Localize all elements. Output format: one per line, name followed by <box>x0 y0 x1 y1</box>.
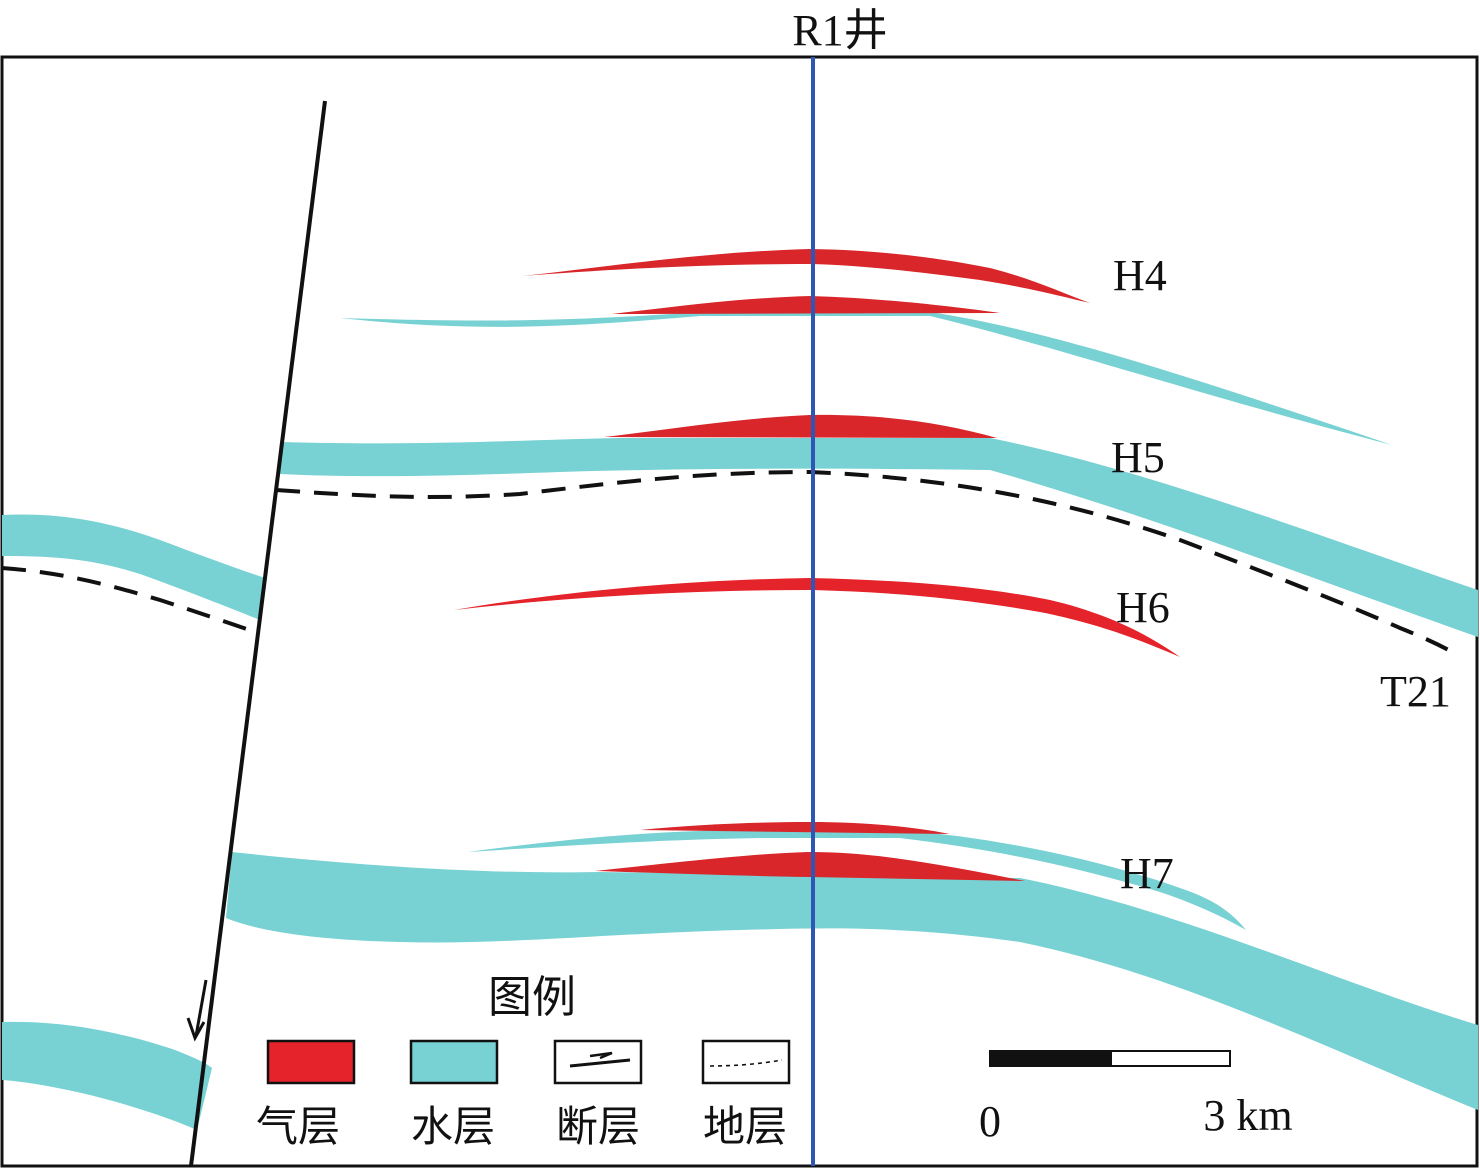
gas-layer-h5 <box>604 414 997 438</box>
gas-layer-h4-upper <box>522 249 1090 303</box>
fault-arrow-icon <box>186 979 208 1042</box>
legend-stratum-symbol-icon <box>709 1059 783 1067</box>
gas-layers <box>454 249 1180 881</box>
water-layer-h7 <box>226 852 1478 1110</box>
scale-bar-black-segment <box>989 1050 1112 1067</box>
legend-label-fault: 断层 <box>556 1102 640 1151</box>
gas-layer-h4-lower <box>612 296 1000 314</box>
stratum-line-left <box>1 566 259 635</box>
scale-bar-white-segment <box>1110 1050 1231 1067</box>
scale-bar-start-label: 0 <box>979 1097 1001 1146</box>
legend-swatch-gas <box>266 1039 356 1085</box>
scale-bar: 0 3 km <box>979 1050 1293 1146</box>
water-layer-left-lower <box>2 1021 212 1130</box>
horizon-label-h5: H5 <box>1111 433 1165 482</box>
legend-title: 图例 <box>488 972 576 1023</box>
gas-layer-h7-lower <box>595 852 1025 881</box>
scale-bar-end-label: 3 km <box>1203 1091 1292 1140</box>
water-layer-h7-upper <box>468 830 1246 930</box>
legend-label-stratum: 地层 <box>703 1102 787 1151</box>
water-layers <box>2 312 1478 1130</box>
water-layer-h4-upper <box>340 312 1392 445</box>
horizon-label-h6: H6 <box>1116 583 1170 632</box>
fault-line <box>189 100 327 1167</box>
gas-layer-h7-upper <box>640 822 950 834</box>
water-layer-left-upper <box>2 514 265 620</box>
horizon-label-h4: H4 <box>1113 251 1167 300</box>
well-label: R1井 <box>792 6 887 55</box>
legend-swatch-stratum <box>701 1039 791 1085</box>
legend: 图例 气层 水层 断层 地层 <box>256 972 791 1151</box>
horizon-label-t21: T21 <box>1380 667 1451 716</box>
horizon-label-h7: H7 <box>1120 849 1174 898</box>
stratum-line-t21 <box>275 469 1459 657</box>
gas-layer-h6 <box>454 578 1180 657</box>
legend-swatch-water <box>409 1039 499 1085</box>
water-layer-h5 <box>280 438 1478 637</box>
legend-fault-symbol-icon <box>569 1051 631 1068</box>
legend-label-water: 水层 <box>411 1102 495 1151</box>
legend-label-gas: 气层 <box>256 1102 340 1151</box>
